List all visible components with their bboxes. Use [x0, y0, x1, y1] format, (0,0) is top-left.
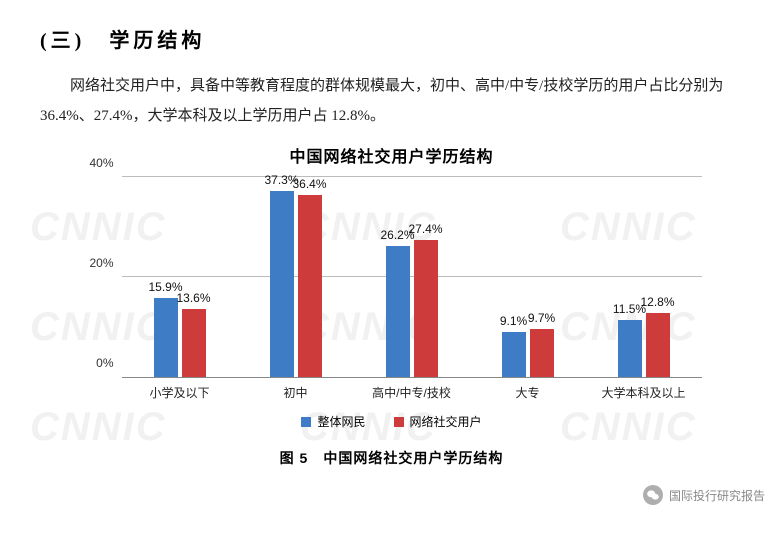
chart-xlabel: 小学及以下: [122, 384, 238, 401]
section-heading: (三) 学历结构: [40, 24, 743, 53]
chart-bar-label: 9.7%: [528, 311, 555, 325]
chart-bar: 26.2%: [386, 246, 410, 377]
chart-bar-label: 36.4%: [292, 177, 326, 191]
chart-bar: 13.6%: [182, 309, 206, 377]
chart-xlabel: 大专: [470, 384, 586, 401]
chart-xlabel: 初中: [238, 384, 354, 401]
wechat-source-badge: 国际投行研究报告: [643, 485, 765, 505]
chart-bar: 15.9%: [154, 298, 178, 378]
chart-legend-item: 网络社交用户: [394, 413, 482, 430]
chart-bar-label: 9.1%: [500, 314, 527, 328]
chart-ytick: 20%: [74, 256, 114, 270]
chart-ytick: 0%: [74, 356, 114, 370]
chart-bar-label: 12.8%: [640, 295, 674, 309]
chart-legend-swatch: [394, 417, 404, 427]
wechat-source-text: 国际投行研究报告: [669, 487, 765, 504]
chart-bar: 9.7%: [530, 329, 554, 378]
chart-bar: 11.5%: [618, 320, 642, 378]
chart-bar-label: 27.4%: [408, 222, 442, 236]
chart-bar: 37.3%: [270, 191, 294, 378]
chart-plot-area: 0%20%40%15.9%13.6%37.3%36.4%26.2%27.4%9.…: [122, 177, 702, 378]
chart-x-labels: 小学及以下初中高中/中专/技校大专大学本科及以上: [122, 384, 702, 401]
chart-title: 中国网络社交用户学历结构: [72, 143, 712, 167]
chart-bar: 9.1%: [502, 332, 526, 378]
wechat-icon: [643, 485, 663, 505]
chart-legend-swatch: [301, 417, 311, 427]
chart-xlabel: 大学本科及以上: [586, 384, 702, 401]
chart-bar: 12.8%: [646, 313, 670, 377]
chart-xlabel: 高中/中专/技校: [354, 384, 470, 401]
chart-ytick: 40%: [74, 156, 114, 170]
chart-legend-label: 整体网民: [317, 413, 365, 430]
chart-bar: 27.4%: [414, 240, 438, 377]
figure-caption: 图 5 中国网络社交用户学历结构: [40, 448, 743, 468]
chart-legend-item: 整体网民: [301, 413, 365, 430]
chart-bar-label: 13.6%: [176, 291, 210, 305]
body-paragraph: 网络社交用户中，具备中等教育程度的群体规模最大，初中、高中/中专/技校学历的用户…: [40, 71, 743, 131]
chart-legend: 整体网民 网络社交用户: [72, 413, 712, 430]
chart-bar: 36.4%: [298, 195, 322, 377]
education-chart: 中国网络社交用户学历结构 0% 20% 40% 15.9%13.6% 37.3%36.4…: [72, 143, 712, 430]
chart-legend-label: 网络社交用户: [410, 413, 482, 430]
